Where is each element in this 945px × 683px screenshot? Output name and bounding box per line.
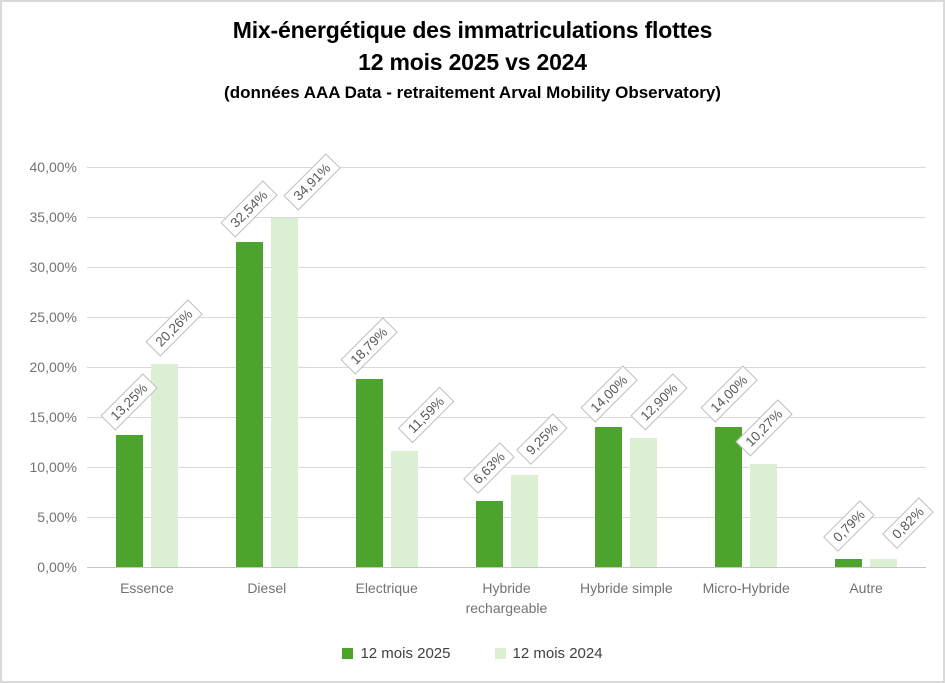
y-axis-tick-label: 10,00% xyxy=(29,459,77,475)
value-label-12-mois-2025-essence: 13,25% xyxy=(100,372,158,431)
bar-12-mois-2024-hybride-rechargeable xyxy=(510,474,538,567)
x-axis-label-micro-hybride: Micro-Hybride xyxy=(702,580,790,596)
gridline xyxy=(87,217,926,218)
bar-12-mois-2024-electrique xyxy=(390,451,418,567)
value-label-12-mois-2025-micro-hybride: 14,00% xyxy=(700,365,758,423)
y-axis-tick-label: 40,00% xyxy=(29,159,77,175)
x-axis-label-diesel: Diesel xyxy=(247,580,287,596)
value-label-12-mois-2024-hybride-rechargeable: 9,25% xyxy=(516,412,568,465)
chart-title-line1: Mix-énergétique des immatriculations flo… xyxy=(232,17,713,43)
value-label-12-mois-2024-autre: 0,82% xyxy=(881,496,934,549)
bar-12-mois-2024-diesel xyxy=(270,217,298,567)
gridline xyxy=(87,167,926,168)
bar-12-mois-2025-hybride-rechargeable xyxy=(475,500,503,567)
value-label-12-mois-2024-micro-hybride: 10,27% xyxy=(735,399,793,457)
x-axis-label-electrique: Electrique xyxy=(355,580,418,596)
x-axis-label-hybride-simple: Hybride simple xyxy=(580,580,673,596)
legend-swatch-2025 xyxy=(342,648,354,659)
bar-12-mois-2025-hybride-simple xyxy=(595,427,623,567)
legend-item-2025: 12 mois 2025 xyxy=(342,645,451,662)
gridline xyxy=(87,417,926,418)
bar-12-mois-2024-autre xyxy=(870,558,898,567)
value-label-12-mois-2025-diesel: 32,54% xyxy=(220,180,278,238)
chart-title-block: Mix-énergétique des immatriculations flo… xyxy=(2,14,943,105)
value-label-12-mois-2024-essence: 20,26% xyxy=(145,299,203,357)
bar-12-mois-2024-essence xyxy=(150,364,178,567)
legend-item-2024: 12 mois 2024 xyxy=(494,645,603,662)
bar-12-mois-2025-essence xyxy=(115,434,143,567)
bar-12-mois-2025-electrique xyxy=(355,379,383,567)
legend-label-2024: 12 mois 2024 xyxy=(512,645,603,662)
gridline xyxy=(87,367,926,368)
y-axis-tick-label: 0,00% xyxy=(37,559,77,575)
legend-swatch-2024 xyxy=(494,648,506,659)
legend-label-2025: 12 mois 2025 xyxy=(360,645,451,662)
x-axis-label-autre: Autre xyxy=(849,580,883,596)
value-label-12-mois-2024-hybride-simple: 12,90% xyxy=(630,373,688,431)
y-axis-tick-label: 30,00% xyxy=(29,259,77,275)
value-label-12-mois-2025-autre: 0,79% xyxy=(822,500,875,553)
bar-12-mois-2024-micro-hybride xyxy=(750,464,778,567)
chart-subtitle: (données AAA Data - retraitement Arval M… xyxy=(224,83,721,102)
bar-12-mois-2024-hybride-simple xyxy=(630,438,658,567)
y-axis-tick-label: 5,00% xyxy=(37,509,77,525)
gridline xyxy=(87,467,926,468)
chart-title-line2: 12 mois 2025 vs 2024 xyxy=(358,49,587,75)
value-label-12-mois-2024-diesel: 34,91% xyxy=(283,153,341,211)
value-label-12-mois-2024-electrique: 11,59% xyxy=(397,386,455,444)
bar-12-mois-2025-diesel xyxy=(235,241,263,567)
x-axis-line xyxy=(87,567,926,568)
y-axis-tick-label: 20,00% xyxy=(29,359,77,375)
y-axis-tick-label: 25,00% xyxy=(29,309,77,325)
gridline xyxy=(87,517,926,518)
y-axis-tick-label: 35,00% xyxy=(29,209,77,225)
y-axis-tick-label: 15,00% xyxy=(29,409,77,425)
bar-12-mois-2025-autre xyxy=(835,559,863,567)
x-axis-label-essence: Essence xyxy=(120,580,174,596)
gridline xyxy=(87,267,926,268)
bar-12-mois-2025-micro-hybride xyxy=(715,427,743,567)
legend: 12 mois 2025 12 mois 2024 xyxy=(2,645,943,662)
gridline xyxy=(87,317,926,318)
x-axis-label-hybride-rechargeable: Hybride rechargeable xyxy=(465,580,548,616)
value-label-12-mois-2025-hybride-simple: 14,00% xyxy=(580,365,638,423)
